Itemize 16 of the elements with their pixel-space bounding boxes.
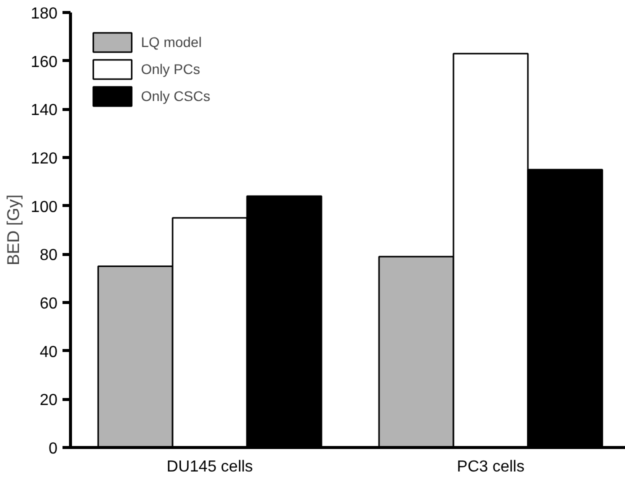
y-tick-label: 120 bbox=[30, 150, 58, 168]
y-axis-title: BED [Gy] bbox=[4, 194, 23, 266]
y-tick-label: 100 bbox=[30, 198, 58, 216]
legend-label: LQ model bbox=[141, 34, 202, 50]
y-tick-label: 180 bbox=[30, 6, 58, 22]
x-tick-label: PC3 cells bbox=[456, 458, 524, 476]
y-tick-label: 140 bbox=[30, 102, 58, 120]
legend-label: Only PCs bbox=[141, 61, 200, 77]
x-tick-label: DU145 cells bbox=[166, 458, 253, 476]
y-tick-label: 160 bbox=[30, 54, 58, 71]
y-tick-label: 80 bbox=[40, 247, 58, 264]
y-tick-label: 60 bbox=[40, 296, 58, 312]
y-tick-label: 20 bbox=[40, 392, 58, 410]
legend-label: Only CSCs bbox=[141, 88, 210, 104]
y-tick-label: 0 bbox=[48, 440, 58, 458]
y-tick-label: 40 bbox=[40, 344, 58, 361]
